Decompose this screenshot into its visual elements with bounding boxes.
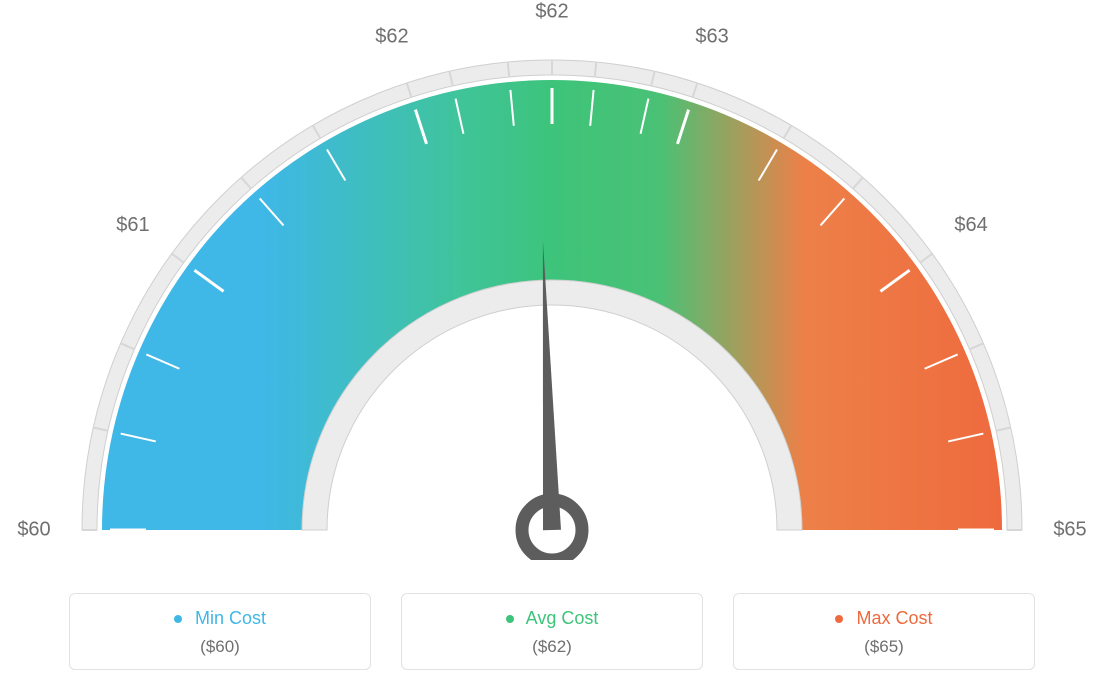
legend-title-min: Min Cost bbox=[70, 608, 370, 629]
legend-title-max: Max Cost bbox=[734, 608, 1034, 629]
legend-label-max: Max Cost bbox=[856, 608, 932, 628]
legend-card-min: Min Cost ($60) bbox=[69, 593, 371, 670]
gauge-area: $60 $61 $62 $62 $63 $64 $65 bbox=[0, 0, 1104, 560]
legend-row: Min Cost ($60) Avg Cost ($62) Max Cost (… bbox=[0, 593, 1104, 670]
svg-text:$61: $61 bbox=[116, 214, 149, 236]
legend-label-min: Min Cost bbox=[195, 608, 266, 628]
legend-card-max: Max Cost ($65) bbox=[733, 593, 1035, 670]
gauge-chart-container: $60 $61 $62 $62 $63 $64 $65 Min Cost ($60) Avg… bbox=[0, 0, 1104, 690]
legend-label-avg: Avg Cost bbox=[526, 608, 599, 628]
legend-dot-max bbox=[835, 615, 843, 623]
svg-text:$62: $62 bbox=[535, 0, 568, 22]
svg-text:$65: $65 bbox=[1053, 518, 1086, 540]
gauge-svg: $60 $61 $62 $62 $63 $64 $65 bbox=[0, 0, 1104, 560]
legend-dot-avg bbox=[506, 615, 514, 623]
svg-text:$63: $63 bbox=[695, 26, 728, 48]
legend-title-avg: Avg Cost bbox=[402, 608, 702, 629]
svg-text:$62: $62 bbox=[375, 26, 408, 48]
svg-text:$64: $64 bbox=[954, 214, 987, 236]
legend-card-avg: Avg Cost ($62) bbox=[401, 593, 703, 670]
legend-value-min: ($60) bbox=[70, 637, 370, 657]
legend-value-avg: ($62) bbox=[402, 637, 702, 657]
legend-value-max: ($65) bbox=[734, 637, 1034, 657]
svg-text:$60: $60 bbox=[17, 518, 50, 540]
legend-dot-min bbox=[174, 615, 182, 623]
